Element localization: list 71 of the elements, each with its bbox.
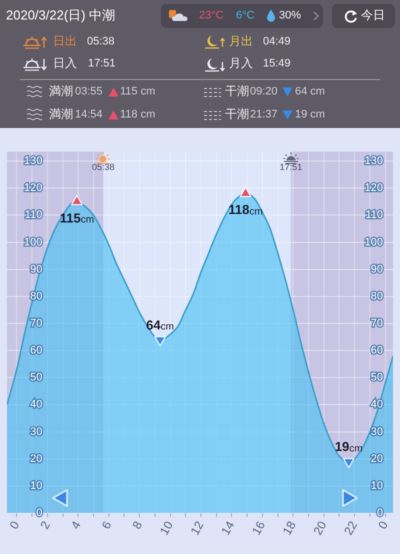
text: 64 cm — [295, 86, 325, 98]
text: 干潮 — [225, 84, 249, 99]
annotation: 05:38 — [92, 162, 115, 172]
x-tick-label: 10 — [156, 518, 176, 538]
y-tick-label: 60 — [30, 344, 42, 357]
point — [154, 336, 166, 346]
x-tick-label: 0 — [375, 518, 391, 532]
y-tick-label: 70 — [30, 318, 42, 330]
text: 17:51 — [88, 58, 116, 70]
x-tick-label: 16 — [249, 518, 268, 538]
text: 月出 — [229, 34, 253, 49]
y2-tick-label: 90 — [370, 263, 383, 276]
text: 6°C — [236, 10, 254, 22]
text: 干潮 — [225, 107, 249, 122]
text: 21:37 — [250, 108, 278, 122]
y-tick-label: 120 — [24, 182, 42, 194]
text: 05:38 — [87, 36, 115, 48]
text: 今日 — [361, 8, 385, 23]
text: 19 cm — [295, 108, 325, 122]
x-tick-label: 8 — [130, 518, 146, 532]
chart-title: 2020/3/22(日) 中潮 — [6, 8, 116, 24]
y-tick-label: 20 — [30, 452, 42, 465]
y2-tick-label: 50 — [370, 372, 383, 384]
x-tick-label: 4 — [68, 518, 84, 532]
y2-tick-label: 70 — [370, 318, 383, 330]
text: 月入 — [229, 56, 253, 71]
x-tick-label: 2 — [37, 518, 54, 532]
x-tick-label: 18 — [280, 518, 299, 538]
x-tick-label: 0 — [6, 518, 22, 532]
point — [71, 195, 83, 206]
x-tick-label: 14 — [218, 518, 238, 538]
point — [343, 458, 354, 468]
data-label: 64cm — [146, 317, 174, 332]
x-tick-label: 6 — [98, 518, 114, 532]
y2-tick-label: 80 — [370, 290, 383, 302]
text: 30% — [279, 10, 302, 22]
text: 09:20 — [250, 86, 278, 98]
y2-tick-label: 110 — [365, 209, 383, 222]
text: 満潮 — [49, 84, 73, 99]
text: 04:49 — [263, 36, 291, 48]
text: 満潮 — [49, 107, 73, 122]
y2-tick-label: 120 — [364, 182, 383, 194]
data-label: 115cm — [60, 210, 94, 226]
y-tick-label: 40 — [30, 398, 42, 411]
y-tick-label: 30 — [30, 426, 42, 438]
y2-tick-label: 30 — [370, 426, 383, 438]
annotation: 17:51 — [280, 162, 302, 172]
text: 15:49 — [263, 58, 291, 70]
text: 日入 — [53, 56, 77, 71]
x-tick-label: 22 — [341, 518, 360, 538]
text: 03:55 — [75, 86, 103, 98]
text: 日出 — [53, 34, 77, 49]
y2-tick-label: 60 — [370, 344, 383, 357]
x-tick-label: 20 — [310, 518, 330, 538]
y-tick-label: 50 — [30, 372, 42, 384]
x-tick-label: 12 — [188, 518, 207, 538]
y-tick-label: 130 — [24, 155, 42, 168]
y2-tick-label: 20 — [370, 452, 383, 465]
data-label: 19cm — [334, 439, 363, 454]
text: 118 cm — [120, 108, 156, 122]
data-label: 118cm — [228, 202, 263, 218]
text: 115 cm — [120, 86, 156, 98]
y-tick-label: 110 — [24, 209, 42, 222]
y2-tick-label: 100 — [364, 236, 383, 248]
text: 14:54 — [75, 108, 103, 122]
y2-tick-label: 130 — [364, 155, 383, 168]
y-tick-label: 100 — [24, 236, 42, 248]
y2-tick-label: 10 — [370, 480, 383, 492]
y-tick-label: 10 — [30, 480, 42, 492]
point — [240, 187, 252, 198]
text: 23°C — [199, 10, 224, 22]
